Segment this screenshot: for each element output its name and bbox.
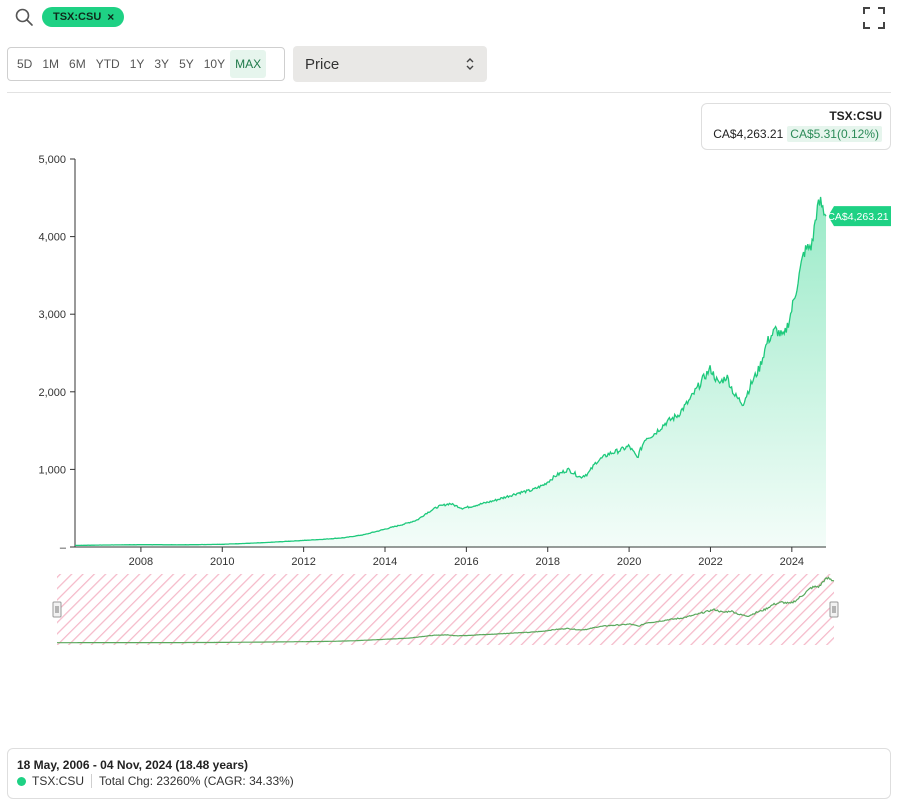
range-button-max[interactable]: MAX: [230, 50, 267, 78]
x-tick-label: 2016: [454, 556, 478, 568]
search-bar: TSX:CSU ×: [14, 6, 125, 28]
series-area-tsx-csu: [75, 197, 826, 547]
summary-panel: 18 May, 2006 - 04 Nov, 2024 (18.48 years…: [7, 748, 891, 799]
time-range-selector: 5D 1M 6M YTD 1Y 3Y 5Y 10Y MAX: [7, 47, 285, 81]
range-button-3y[interactable]: 3Y: [154, 57, 170, 71]
toolbar-divider: [7, 92, 891, 93]
x-tick-label: 2018: [535, 556, 559, 568]
navigator-handle-right[interactable]: [829, 601, 839, 618]
price-legend: TSX:CSU CA$4,263.21 CA$5.31(0.12%): [701, 103, 891, 150]
x-tick-label: 2010: [210, 556, 234, 568]
search-icon[interactable]: [14, 7, 34, 27]
range-button-1y[interactable]: 1Y: [129, 57, 145, 71]
range-button-10y[interactable]: 10Y: [203, 57, 226, 71]
y-tick-label: 2,000: [38, 387, 66, 399]
navigator-window[interactable]: [57, 574, 834, 645]
range-button-5d[interactable]: 5D: [17, 57, 33, 71]
summary-ticker: TSX:CSU: [32, 774, 85, 788]
series-dot-icon: [17, 776, 26, 786]
legend-ticker: TSX:CSU: [829, 109, 882, 123]
y-tick-label: 4,000: [38, 232, 66, 244]
range-button-1m[interactable]: 1M: [42, 57, 60, 71]
navigator-handle-left[interactable]: [52, 601, 62, 618]
x-tick-label: 2020: [617, 556, 641, 568]
x-tick-label: 2022: [698, 556, 722, 568]
up-down-chevron-icon: [466, 58, 474, 70]
last-price-label: CA$4,263.21: [827, 211, 888, 223]
y-tick-label: –: [60, 542, 67, 554]
price-chart[interactable]: 5,000 4,000 3,000 2,000 1,000 – 2008 2010 2012 20…: [0, 0, 900, 660]
y-tick-label: 3,000: [38, 309, 66, 321]
ticker-chip[interactable]: TSX:CSU ×: [42, 7, 125, 27]
metric-select[interactable]: Price: [293, 46, 487, 82]
navigator-series-line: [57, 576, 835, 644]
series-line-tsx-csu: [75, 196, 827, 547]
fullscreen-icon[interactable]: [862, 6, 886, 30]
summary-separator: [91, 774, 93, 788]
y-tick-label: 1,000: [38, 464, 66, 476]
range-button-ytd[interactable]: YTD: [95, 57, 120, 71]
x-tick-label: 2012: [291, 556, 315, 568]
range-button-6m[interactable]: 6M: [69, 57, 86, 71]
range-button-5y[interactable]: 5Y: [179, 57, 194, 71]
metric-select-value: Price: [305, 55, 340, 73]
summary-date-range: 18 May, 2006 - 04 Nov, 2024 (18.48 years…: [17, 758, 249, 772]
ticker-chip-label: TSX:CSU: [53, 11, 102, 23]
x-tick-label: 2014: [373, 556, 397, 568]
x-tick-label: 2008: [129, 556, 153, 568]
last-price-tag: [828, 206, 891, 227]
x-tick-label: 2024: [780, 556, 804, 568]
legend-change: CA$5.31(0.12%): [787, 126, 882, 142]
close-icon[interactable]: ×: [107, 10, 115, 24]
summary-total-change: Total Chg: 23260% (CAGR: 34.33%): [99, 774, 294, 788]
legend-price: CA$4,263.21: [713, 127, 784, 141]
y-tick-label: 5,000: [38, 154, 66, 166]
